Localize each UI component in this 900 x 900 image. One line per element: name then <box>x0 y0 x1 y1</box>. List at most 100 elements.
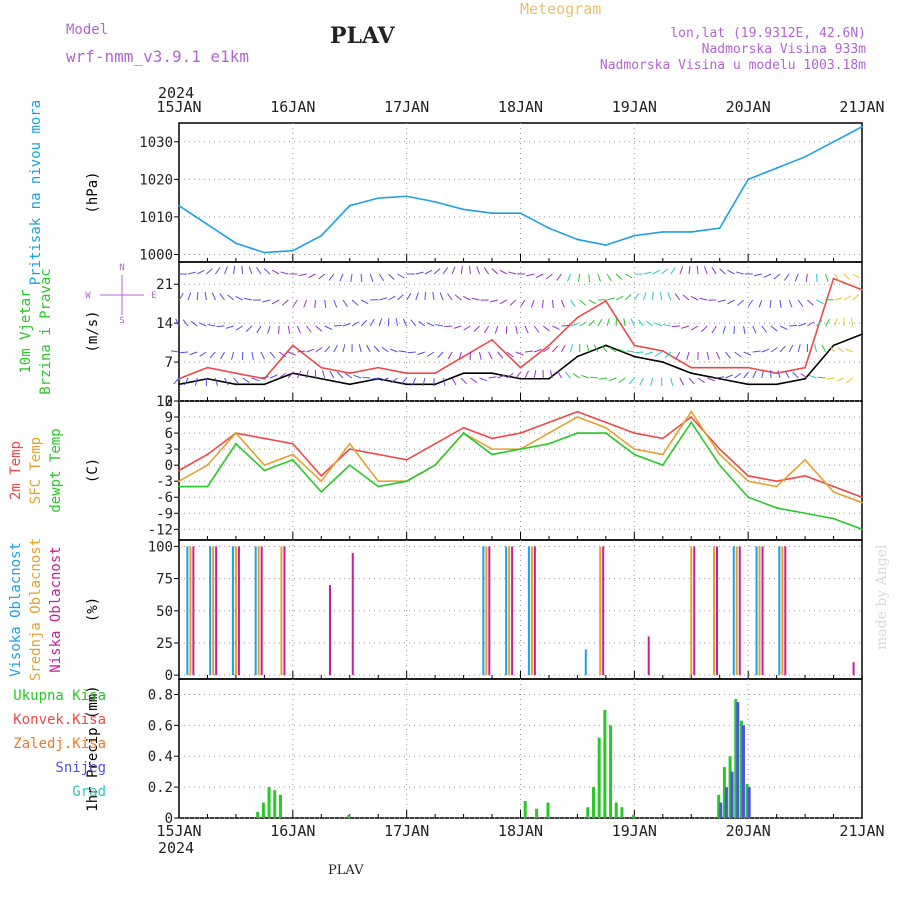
wind-arrow <box>761 325 768 333</box>
wind-arrow <box>717 299 726 303</box>
wind-arrow <box>388 295 396 301</box>
data-point <box>405 383 408 386</box>
data-point <box>747 178 750 181</box>
wind-arrow <box>215 267 221 275</box>
wind-arrow <box>306 325 312 333</box>
wind-arrow <box>652 269 660 275</box>
bar <box>488 546 491 676</box>
wind-arrow <box>769 299 772 309</box>
wind-arrow <box>588 319 595 327</box>
compass-w: W <box>85 291 91 301</box>
data-point <box>462 426 465 429</box>
data-point <box>633 344 636 347</box>
data-point <box>405 480 408 483</box>
wind-arrow <box>460 266 463 275</box>
data-point <box>604 244 607 246</box>
wind-arrow <box>699 297 708 301</box>
wind-arrow <box>204 292 207 301</box>
data-point <box>804 377 806 380</box>
bar <box>530 546 533 676</box>
wind-arrow <box>784 273 790 281</box>
bar <box>852 662 855 676</box>
bar <box>734 699 738 818</box>
data-point <box>377 197 380 200</box>
panel-clouds: 0 25 50 75 100 (%) Visoka Oblacnost Srednja Obl… <box>8 538 863 684</box>
data-point <box>206 453 209 456</box>
data-point <box>775 167 778 169</box>
data-point <box>832 140 835 143</box>
data-point <box>861 501 863 504</box>
wind-arrow <box>303 299 307 308</box>
bar <box>273 790 277 818</box>
y-tick-label: -9 <box>156 506 173 522</box>
data-point <box>604 421 607 424</box>
wind-arrow <box>371 377 380 380</box>
legend-label: Konvek.Kisa <box>13 712 106 728</box>
wind-arrow <box>342 323 351 327</box>
wind-arrow <box>623 318 626 327</box>
y-tick-label: 0 <box>165 668 173 684</box>
series-line <box>178 410 863 498</box>
station-title: PLAV <box>330 23 395 49</box>
wind-arrow <box>415 271 424 275</box>
bar <box>254 546 257 676</box>
wind-arrow <box>322 370 326 379</box>
data-point <box>661 464 664 467</box>
wind-arrow <box>681 325 690 329</box>
bar <box>738 546 741 676</box>
bar <box>778 546 781 676</box>
wind-arrow <box>561 324 570 327</box>
bar <box>745 784 749 818</box>
bar <box>546 802 550 818</box>
data-point <box>690 366 693 369</box>
data-point <box>604 432 607 434</box>
wind-arrow <box>269 351 276 359</box>
wind-arrow <box>219 293 225 301</box>
data-point <box>775 383 778 386</box>
wind-arrow <box>743 325 746 334</box>
wind-arrow <box>360 273 363 283</box>
wind-arrow <box>770 325 778 332</box>
data-point <box>178 469 180 472</box>
data-point <box>291 249 294 252</box>
wind-arrow <box>442 377 446 386</box>
data-point <box>690 421 693 424</box>
data-point <box>604 300 607 302</box>
legend-label: Pritisak na nivou mora <box>28 100 44 285</box>
wind-arrow <box>707 377 715 382</box>
wind-arrow <box>758 299 763 308</box>
wind-arrow <box>260 351 265 360</box>
data-point <box>263 464 266 467</box>
series-line <box>178 410 863 504</box>
wind-arrow <box>406 292 412 301</box>
wind-arrow <box>298 273 307 277</box>
wind-arrow <box>752 325 757 334</box>
x-tick-label-top: 20JAN <box>726 98 771 116</box>
wind-arrow <box>788 299 793 308</box>
data-point <box>718 377 721 380</box>
wind-arrow <box>333 324 342 327</box>
data-point <box>775 480 778 483</box>
data-point <box>235 442 237 445</box>
data-point <box>348 464 351 467</box>
legend-label: 10m Vjetar <box>18 289 34 373</box>
wind-arrow <box>817 376 826 379</box>
bar <box>614 802 618 818</box>
wind-arrow <box>524 325 529 334</box>
wind-arrow <box>308 273 316 278</box>
wind-arrow <box>515 371 522 379</box>
x-tick-label-bottom: 15JAN <box>156 822 201 840</box>
wind-arrow <box>345 373 353 379</box>
data-point <box>434 383 437 386</box>
wind-arrow <box>194 377 198 386</box>
data-point <box>405 195 408 198</box>
wind-arrow <box>427 351 435 357</box>
data-point <box>832 490 835 493</box>
wind-arrow <box>366 344 371 353</box>
data-point <box>291 453 294 456</box>
data-point <box>633 448 636 451</box>
data-point <box>661 453 664 456</box>
bar <box>256 811 260 818</box>
wind-arrow <box>463 325 471 331</box>
